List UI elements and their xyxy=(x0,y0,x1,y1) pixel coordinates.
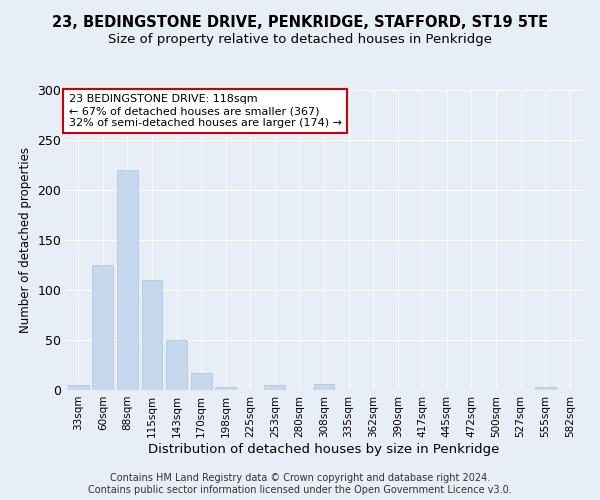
Bar xyxy=(166,340,187,390)
Bar xyxy=(117,170,138,390)
Text: Size of property relative to detached houses in Penkridge: Size of property relative to detached ho… xyxy=(108,32,492,46)
Bar xyxy=(92,265,113,390)
Bar xyxy=(215,387,236,390)
Text: 23, BEDINGSTONE DRIVE, PENKRIDGE, STAFFORD, ST19 5TE: 23, BEDINGSTONE DRIVE, PENKRIDGE, STAFFO… xyxy=(52,15,548,30)
Text: 23 BEDINGSTONE DRIVE: 118sqm
← 67% of detached houses are smaller (367)
32% of s: 23 BEDINGSTONE DRIVE: 118sqm ← 67% of de… xyxy=(68,94,341,128)
X-axis label: Distribution of detached houses by size in Penkridge: Distribution of detached houses by size … xyxy=(148,442,500,456)
Bar xyxy=(314,384,334,390)
Bar xyxy=(265,385,286,390)
Bar xyxy=(191,373,212,390)
Bar xyxy=(535,387,556,390)
Bar xyxy=(68,385,89,390)
Bar xyxy=(142,280,163,390)
Text: Contains HM Land Registry data © Crown copyright and database right 2024.
Contai: Contains HM Land Registry data © Crown c… xyxy=(88,474,512,495)
Y-axis label: Number of detached properties: Number of detached properties xyxy=(19,147,32,333)
